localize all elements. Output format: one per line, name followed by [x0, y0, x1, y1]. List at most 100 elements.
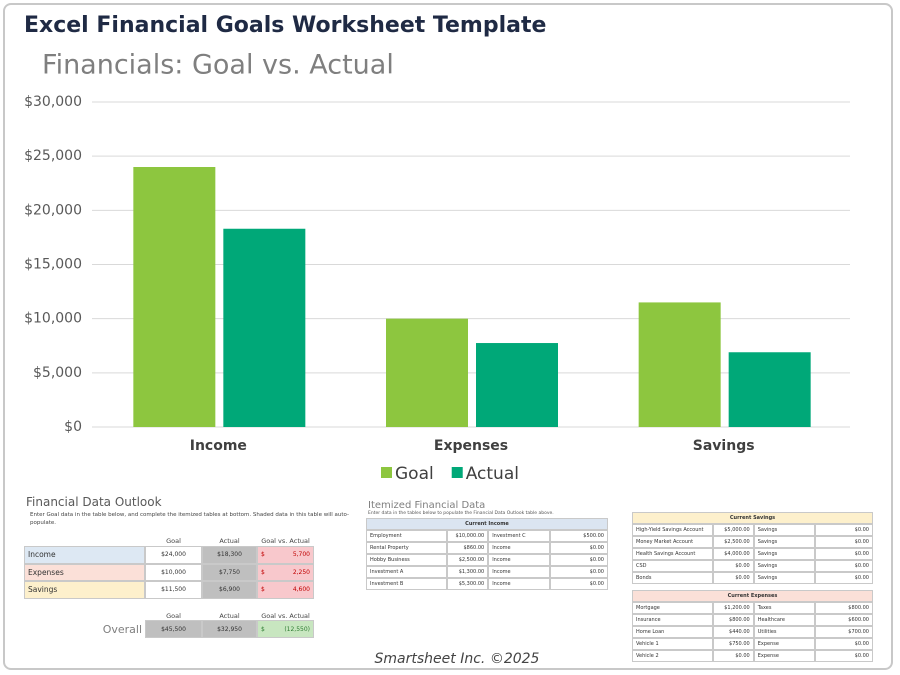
- table-cell: Current Expenses: [632, 590, 873, 602]
- table-cell: Investment C: [488, 530, 550, 542]
- x-tick-label: Income: [190, 438, 247, 454]
- table-cell: $24,000: [145, 546, 202, 564]
- legend-swatch: [451, 467, 463, 478]
- table-cell: Income: [488, 542, 550, 554]
- table-cell: Savings: [753, 536, 816, 548]
- bar: [386, 318, 468, 427]
- table-cell: $0.00: [549, 542, 608, 554]
- bar: [133, 167, 216, 427]
- table-cell: Goal: [166, 536, 181, 545]
- legend-label: Goal: [395, 464, 434, 484]
- table-cell: $600.00: [815, 614, 873, 626]
- table-cell: $: [257, 620, 271, 638]
- table-cell: $500.00: [549, 530, 608, 542]
- table-cell: Goal vs. Actual: [261, 536, 310, 545]
- x-tick-label: Savings: [693, 438, 755, 454]
- table-cell: Savings: [753, 548, 816, 560]
- y-tick-label: $25,000: [24, 148, 82, 164]
- table-cell: $0.00: [712, 650, 754, 662]
- y-tick-label: $20,000: [24, 202, 82, 218]
- table-cell: Goal: [166, 611, 181, 620]
- outlook-title: Financial Data Outlook: [26, 495, 162, 509]
- table-cell: $860.00: [447, 542, 489, 554]
- table-cell: 4,600: [271, 581, 314, 599]
- itemized-title: Itemized Financial Data: [368, 500, 486, 511]
- table-cell: $7,750: [202, 563, 257, 581]
- table-cell: $0.00: [815, 524, 873, 536]
- x-tick-label: Expenses: [434, 438, 508, 454]
- table-cell: $0.00: [549, 554, 608, 566]
- table-cell: $0.00: [712, 560, 754, 572]
- y-tick-label: $0: [64, 419, 82, 435]
- table-cell: Income: [488, 578, 550, 590]
- footer: Smartsheet Inc. ©2025: [375, 651, 540, 667]
- table-cell: Savings: [24, 581, 145, 599]
- table-cell: Current Savings: [632, 512, 873, 524]
- outlook-note: Enter Goal data in the table below, and …: [30, 512, 349, 526]
- table-cell: $2,500.00: [447, 554, 489, 566]
- bar: [223, 228, 306, 427]
- table-cell: Savings: [753, 560, 816, 572]
- table-cell: Health Savings Account: [632, 548, 713, 560]
- table-cell: Vehicle 2: [632, 650, 713, 662]
- table-cell: $0.00: [815, 638, 873, 650]
- table-cell: $0.00: [549, 578, 608, 590]
- frame: [3, 3, 893, 670]
- y-tick-label: $10,000: [24, 311, 82, 327]
- bar: [728, 352, 811, 427]
- table-cell: Overall: [102, 622, 142, 636]
- table-cell: $1,300.00: [447, 566, 489, 578]
- table-cell: $0.00: [815, 572, 873, 584]
- table-cell: $0.00: [815, 548, 873, 560]
- table-cell: $5,300.00: [447, 578, 489, 590]
- table-cell: $0.00: [549, 566, 608, 578]
- table-cell: Income: [488, 566, 550, 578]
- table-cell: Actual: [219, 611, 240, 620]
- table-cell: $32,950: [202, 620, 257, 638]
- table-cell: 2,250: [271, 563, 314, 581]
- table-cell: Employment: [366, 530, 448, 542]
- table-cell: $6,900: [202, 581, 257, 599]
- table-cell: Home Loan: [632, 626, 713, 638]
- table-cell: Healthcare: [753, 614, 816, 626]
- bar: [476, 343, 558, 427]
- table-cell: Savings: [753, 572, 816, 584]
- table-cell: $10,000: [145, 563, 202, 581]
- table-cell: $2,500.00: [712, 536, 754, 548]
- table-cell: $45,500: [145, 620, 202, 638]
- table-cell: Taxes: [753, 602, 816, 614]
- table-cell: Income: [24, 546, 145, 564]
- table-cell: $: [257, 563, 271, 581]
- y-tick-label: $30,000: [24, 94, 82, 110]
- table-cell: $0.00: [815, 536, 873, 548]
- legend-label: Actual: [466, 464, 519, 484]
- table-cell: $: [257, 581, 271, 599]
- table-cell: $0.00: [712, 572, 754, 584]
- table-cell: Investment B: [366, 578, 448, 590]
- y-tick-label: $5,000: [33, 365, 82, 381]
- table-cell: Investment A: [366, 566, 448, 578]
- table-cell: Expense: [753, 638, 816, 650]
- table-cell: $11,500: [145, 581, 202, 599]
- table-cell: Money Market Account: [632, 536, 713, 548]
- table-cell: Vehicle 1: [632, 638, 713, 650]
- table-cell: $18,300: [202, 546, 257, 564]
- page-title: Excel Financial Goals Worksheet Template: [24, 13, 546, 38]
- table-cell: $440.00: [712, 626, 754, 638]
- table-cell: Expense: [753, 650, 816, 662]
- table-cell: Bonds: [632, 572, 713, 584]
- table-cell: $: [257, 546, 271, 564]
- table-cell: (12,550): [271, 620, 314, 638]
- table-cell: $4,000.00: [712, 548, 754, 560]
- table-cell: Rental Property: [366, 542, 448, 554]
- table-cell: $5,000.00: [712, 524, 754, 536]
- table-cell: $800.00: [712, 614, 754, 626]
- table-cell: 5,700: [271, 546, 314, 564]
- table-cell: Utilities: [753, 626, 816, 638]
- table-cell: CSD: [632, 560, 713, 572]
- table-cell: $10,000.00: [447, 530, 489, 542]
- table-cell: $1,200.00: [712, 602, 754, 614]
- table-cell: High-Yield Savings Account: [632, 524, 713, 536]
- table-cell: Goal vs. Actual: [261, 611, 310, 620]
